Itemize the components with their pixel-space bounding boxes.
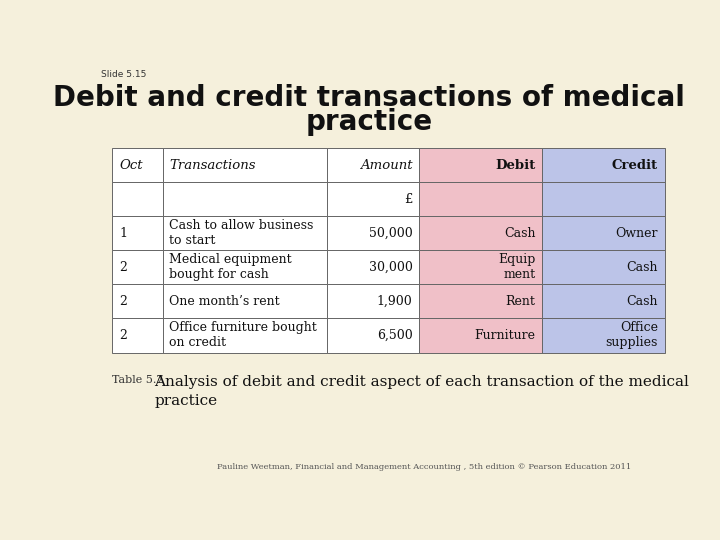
Bar [327,319,419,353]
Text: Table 5.7: Table 5.7 [112,375,163,386]
Text: £: £ [404,193,413,206]
Text: 1: 1 [119,227,127,240]
Bar [419,216,542,250]
Text: Cash to allow business
to start: Cash to allow business to start [169,219,314,247]
Bar [542,250,665,285]
Text: Medical equipment
bought for cash: Medical equipment bought for cash [169,253,292,281]
Text: 2: 2 [119,329,127,342]
Text: One month’s rent: One month’s rent [169,295,280,308]
Text: 2: 2 [119,295,127,308]
Bar [163,148,327,182]
Text: Cash: Cash [626,295,658,308]
Bar [542,285,665,319]
Text: Amount: Amount [360,159,413,172]
Text: Cash: Cash [504,227,535,240]
Text: Owner: Owner [616,227,658,240]
Bar [419,285,542,319]
Bar [112,285,163,319]
Text: practice: practice [305,109,433,137]
Text: 2: 2 [119,261,127,274]
Bar [419,182,542,216]
Text: Equip
ment: Equip ment [498,253,535,281]
Bar [112,182,163,216]
Bar [327,216,419,250]
Bar [112,250,163,285]
Bar [419,319,542,353]
Text: Furniture: Furniture [474,329,535,342]
Text: 30,000: 30,000 [369,261,413,274]
Bar [327,182,419,216]
Text: Pauline Weetman, Financial and Management Accounting , 5th edition © Pearson Edu: Pauline Weetman, Financial and Managemen… [217,463,631,471]
Text: Credit: Credit [612,159,658,172]
Bar [542,319,665,353]
Text: Rent: Rent [505,295,535,308]
Bar [163,319,327,353]
Bar [112,319,163,353]
Text: Analysis of debit and credit aspect of each transaction of the medical
practice: Analysis of debit and credit aspect of e… [154,375,689,408]
Text: Oct: Oct [119,159,143,172]
Text: Debit and credit transactions of medical: Debit and credit transactions of medical [53,84,685,112]
Bar [163,182,327,216]
Bar [327,285,419,319]
Bar [163,285,327,319]
Bar [542,182,665,216]
Bar [419,148,542,182]
Text: 6,500: 6,500 [377,329,413,342]
Text: Slide 5.15: Slide 5.15 [101,70,147,79]
Bar [327,250,419,285]
Bar [327,148,419,182]
Bar [542,216,665,250]
Text: Transactions: Transactions [169,159,256,172]
Text: Office
supplies: Office supplies [606,321,658,349]
Bar [542,148,665,182]
Text: 50,000: 50,000 [369,227,413,240]
Text: Office furniture bought
on credit: Office furniture bought on credit [169,321,317,349]
Text: 1,900: 1,900 [377,295,413,308]
Text: Debit: Debit [495,159,535,172]
Bar [112,148,163,182]
Text: Cash: Cash [626,261,658,274]
Bar [163,216,327,250]
Bar [163,250,327,285]
Bar [419,250,542,285]
Bar [112,216,163,250]
